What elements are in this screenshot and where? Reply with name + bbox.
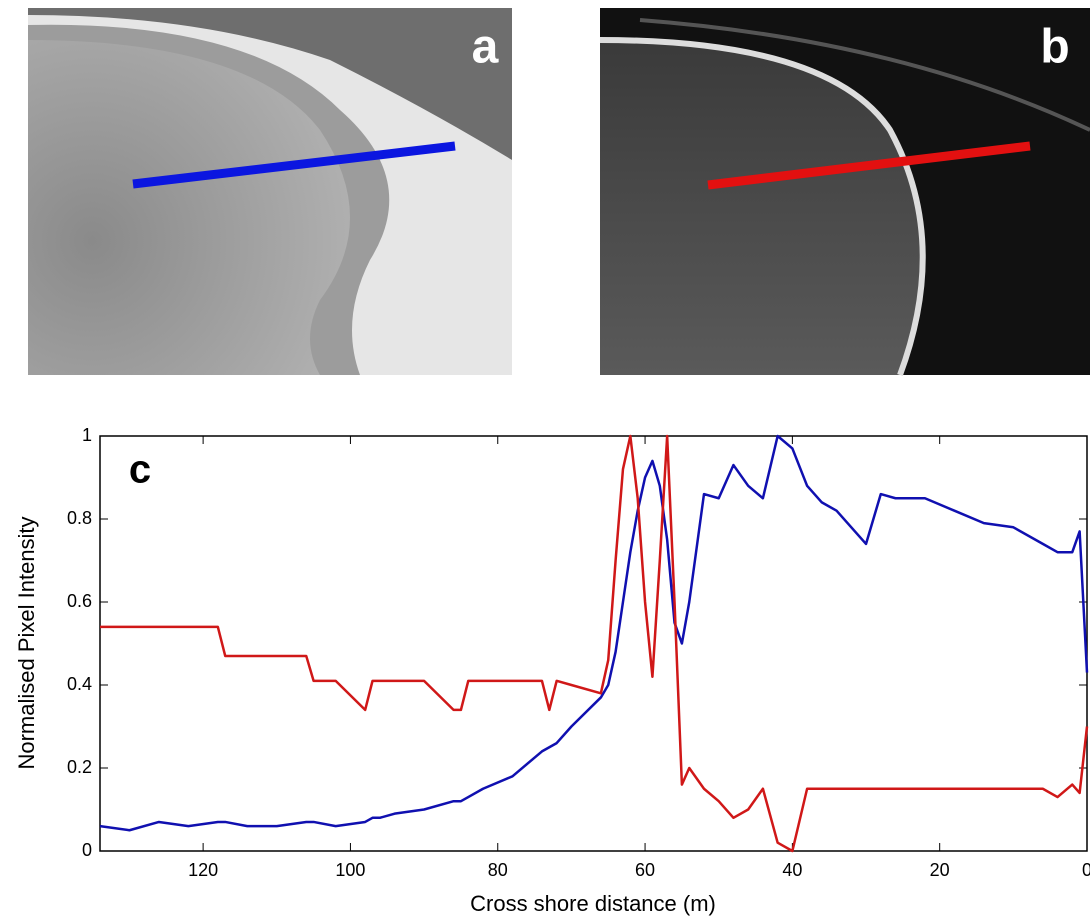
- y-tick-label: 0.2: [67, 757, 92, 777]
- y-tick-label: 1: [82, 425, 92, 445]
- panel-label: c: [129, 448, 151, 492]
- plot-area: [99, 435, 1088, 852]
- y-tick-label: 0.4: [67, 674, 92, 694]
- y-axis-label: Normalised Pixel Intensity: [14, 516, 39, 769]
- x-tick-label: 20: [930, 860, 950, 880]
- x-tick-label: 60: [635, 860, 655, 880]
- x-axis-label: Cross shore distance (m): [470, 891, 716, 916]
- x-tick-label: 0: [1082, 860, 1090, 880]
- panel-label: a: [472, 21, 499, 74]
- x-tick-label: 80: [488, 860, 508, 880]
- data-line: [100, 434, 1089, 853]
- y-tick-label: 0: [82, 840, 92, 860]
- y-tick-label: 0.8: [67, 508, 92, 528]
- photo-b: b: [599, 8, 1090, 377]
- photo-a: a: [28, 8, 512, 375]
- x-tick-label: 40: [782, 860, 802, 880]
- x-tick-label: 100: [335, 860, 365, 880]
- panel-label: b: [1040, 21, 1069, 74]
- y-tick-label: 0.6: [67, 591, 92, 611]
- x-tick-label: 120: [188, 860, 218, 880]
